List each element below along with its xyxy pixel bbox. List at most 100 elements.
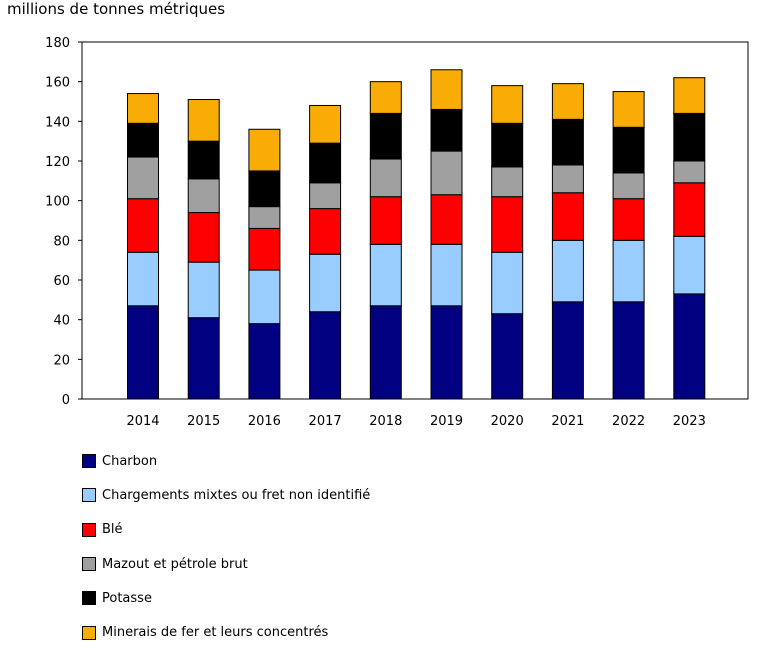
- y-tick-label: 40: [53, 314, 70, 329]
- bar-segment-2016-5: [248, 128, 281, 172]
- bar-segment-2018-4: [369, 112, 402, 160]
- legend-swatch: [82, 591, 96, 606]
- bar-segment-2014-5: [127, 93, 159, 124]
- x-tick-label: 2015: [187, 414, 220, 429]
- x-tick-label: 2023: [673, 414, 706, 429]
- legend-label: Mazout et pétrole brut: [102, 556, 248, 572]
- legend-swatch: [82, 625, 96, 640]
- y-tick-label: 60: [53, 274, 70, 289]
- bar-segment-2022-3: [612, 172, 645, 200]
- bar-segment-2021-4: [551, 118, 584, 166]
- bar-segment-2014-2: [127, 198, 159, 253]
- bar-segment-2015-1: [187, 261, 220, 319]
- bar-segment-2020-2: [491, 196, 524, 253]
- legend-swatch: [82, 488, 96, 503]
- bar-segment-2022-1: [612, 239, 645, 303]
- bar-segment-2018-1: [369, 243, 402, 307]
- bar-segment-2014-0: [127, 305, 159, 400]
- bar-segment-2019-3: [430, 150, 463, 196]
- bar-segment-2014-3: [127, 156, 159, 200]
- bar-segment-2019-4: [430, 108, 463, 152]
- bar-segment-2015-2: [187, 212, 220, 263]
- plot-frame: [81, 41, 749, 400]
- legend-swatch: [82, 522, 96, 537]
- bar-segment-2017-5: [309, 104, 342, 144]
- x-tick-label: 2020: [491, 414, 524, 429]
- y-tick-label: 120: [45, 155, 70, 170]
- bar-segment-2018-2: [369, 196, 402, 245]
- bar-segment-2020-1: [491, 251, 524, 315]
- bar-segment-2023-5: [673, 77, 706, 114]
- bar-segment-2023-3: [673, 160, 706, 184]
- bar-segment-2021-0: [551, 301, 584, 400]
- bar-segment-2020-0: [491, 313, 524, 400]
- bar-segment-2016-3: [248, 206, 281, 229]
- legend-label: Blé: [102, 522, 123, 538]
- bar-segment-2016-2: [248, 227, 281, 271]
- legend-item: Chargements mixtes ou fret non identifié: [82, 478, 370, 512]
- bar-segment-2023-2: [673, 182, 706, 237]
- bar-segment-2016-0: [248, 323, 281, 400]
- x-tick-label: 2022: [612, 414, 645, 429]
- bar-segment-2017-1: [309, 253, 342, 313]
- bar-segment-2017-2: [309, 208, 342, 255]
- bar-segment-2023-0: [673, 293, 706, 400]
- legend-label: Charbon: [102, 453, 158, 469]
- bar-segment-2022-0: [612, 301, 645, 400]
- bar-segment-2022-5: [612, 91, 645, 128]
- bar-segment-2019-5: [430, 69, 463, 110]
- legend-swatch: [82, 454, 96, 469]
- stacked-bar-chart: 0 20 40 60 80 100 120 140 160 180 2014 2015 2016 2017…: [45, 36, 749, 429]
- legend-item: Potasse: [82, 581, 370, 615]
- x-tick-label: 2016: [248, 414, 281, 429]
- bar-segment-2021-3: [551, 164, 584, 194]
- bar-segment-2021-2: [551, 192, 584, 241]
- y-tick-label: 100: [45, 195, 70, 210]
- bar-segment-2020-4: [491, 122, 524, 168]
- bar-segment-2021-5: [551, 83, 584, 120]
- bar-segment-2015-5: [187, 99, 220, 142]
- bar-segment-2019-1: [430, 243, 463, 307]
- bar-segment-2017-0: [309, 311, 342, 400]
- y-tick-label: 160: [45, 76, 70, 91]
- y-axis-unit-label: millions de tonnes métriques: [7, 0, 226, 18]
- legend-item: Charbon: [82, 444, 370, 478]
- bar-segment-2023-4: [673, 112, 706, 162]
- bar-segment-2019-0: [430, 305, 463, 400]
- bar-segment-2016-1: [248, 269, 281, 325]
- bar-segment-2015-3: [187, 178, 220, 214]
- y-tick-label: 20: [53, 353, 70, 368]
- bar-segment-2015-4: [187, 140, 220, 180]
- bar-segment-2018-0: [369, 305, 402, 400]
- bar-segment-2017-4: [309, 142, 342, 184]
- bar-segment-2022-4: [612, 126, 645, 174]
- y-tick-label: 80: [53, 234, 70, 249]
- legend-label: Potasse: [102, 590, 152, 606]
- legend-label: Chargements mixtes ou fret non identifié: [102, 487, 371, 503]
- bar-segment-2018-3: [369, 158, 402, 198]
- x-tick-label: 2017: [309, 414, 342, 429]
- bar-segment-2015-0: [187, 317, 220, 400]
- legend-label: Minerais de fer et leurs concentrés: [102, 625, 329, 641]
- bar-segment-2021-1: [551, 239, 584, 303]
- bar-segment-2020-3: [491, 166, 524, 198]
- y-tick-label: 140: [45, 115, 70, 130]
- bar-segment-2018-5: [369, 81, 402, 114]
- x-tick-label: 2018: [369, 414, 402, 429]
- legend-item: Minerais de fer et leurs concentrés: [82, 615, 370, 649]
- bar-segment-2014-1: [127, 251, 159, 307]
- legend-swatch: [82, 557, 96, 572]
- y-tick-label: 0: [62, 393, 70, 408]
- bar-segment-2022-2: [612, 198, 645, 241]
- x-tick-label: 2014: [126, 414, 159, 429]
- bar-segment-2020-5: [491, 85, 524, 124]
- legend: Charbon Chargements mixtes ou fret non id…: [82, 444, 370, 650]
- x-tick-label: 2019: [430, 414, 463, 429]
- bar-segment-2023-1: [673, 235, 706, 295]
- legend-item: Mazout et pétrole brut: [82, 547, 370, 581]
- y-tick-label: 180: [45, 36, 70, 51]
- bar-segment-2019-2: [430, 194, 463, 245]
- bar-segment-2014-4: [127, 122, 159, 158]
- x-tick-label: 2021: [551, 414, 584, 429]
- bar-segment-2016-4: [248, 170, 281, 208]
